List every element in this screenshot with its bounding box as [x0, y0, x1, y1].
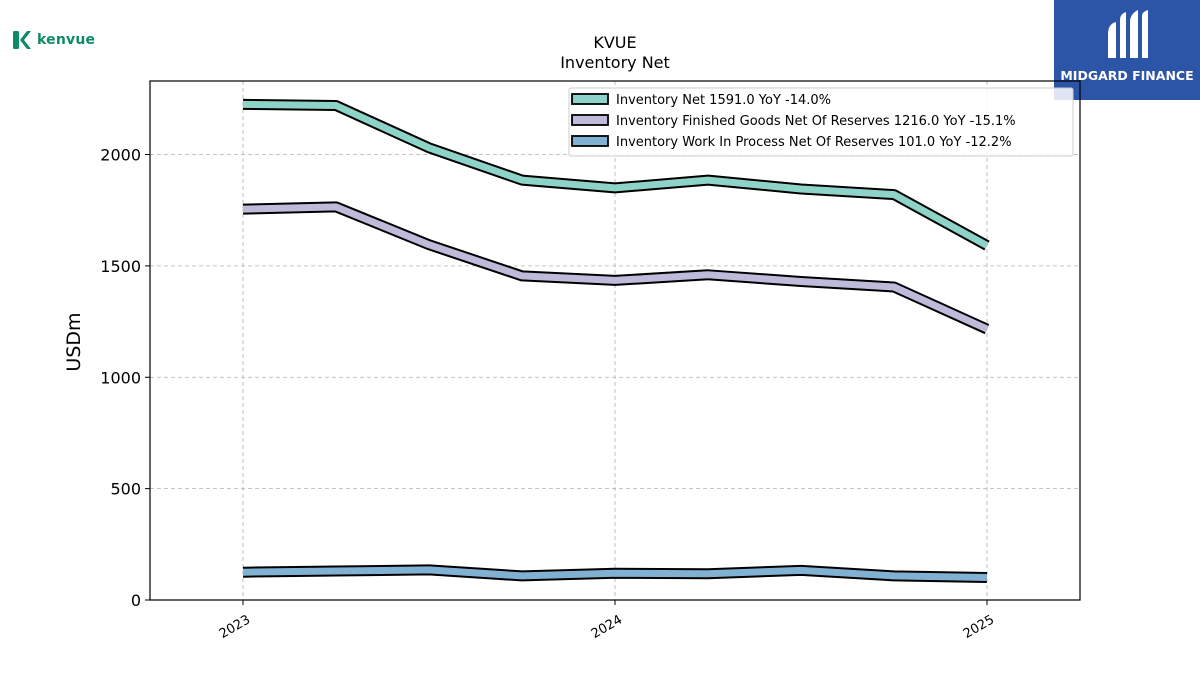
- legend-entry: Inventory Net 1591.0 YoY -14.0%: [616, 93, 831, 108]
- series-1: [242, 98, 990, 251]
- y-axis-label: USDm: [63, 312, 85, 371]
- y-tick-label: 1500: [100, 257, 141, 276]
- y-tick-label: 1000: [100, 368, 141, 387]
- series-layer: [242, 98, 990, 583]
- y-tick-label: 2000: [100, 146, 141, 165]
- series-line: [242, 566, 988, 581]
- midgard-brand-text: MIDGARD FINANCE: [1060, 68, 1194, 83]
- series-line: [242, 203, 989, 333]
- kenvue-k-icon: [13, 31, 31, 49]
- legend-entry: Inventory Work In Process Net Of Reserve…: [616, 135, 1012, 150]
- kenvue-logo: kenvue: [12, 28, 95, 52]
- series-3: [242, 564, 988, 583]
- x-tick-label: 2025: [961, 612, 997, 642]
- chart-title: KVUE: [593, 33, 636, 52]
- series-2: [242, 201, 990, 335]
- x-axis-ticks: 2023 2024 2025: [217, 600, 997, 642]
- legend-box: [568, 87, 1074, 157]
- chart-subtitle: Inventory Net: [560, 53, 670, 72]
- legend-entry: Inventory Finished Goods Net Of Reserves…: [616, 114, 1016, 129]
- series-line-outline: [242, 201, 990, 335]
- y-axis-ticks: 0 500 1000 1500 2000: [100, 146, 150, 610]
- legend: Inventory Net 1591.0 YoY -14.0% Inventory…: [568, 87, 1074, 157]
- legend-swatch: [571, 114, 609, 126]
- kenvue-wordmark: kenvue: [37, 32, 96, 48]
- legend-swatch: [571, 93, 609, 105]
- legend-swatch: [571, 135, 609, 147]
- y-tick-label: 500: [110, 480, 141, 499]
- midgard-emblem-icon: [1108, 10, 1148, 58]
- grid: [150, 81, 1080, 601]
- y-tick-label: 0: [131, 591, 141, 610]
- series-line: [242, 100, 989, 249]
- x-tick-label: 2023: [217, 612, 253, 642]
- midgard-finance-logo: MIDGARD FINANCE: [1054, 0, 1200, 100]
- x-tick-label: 2024: [589, 612, 625, 642]
